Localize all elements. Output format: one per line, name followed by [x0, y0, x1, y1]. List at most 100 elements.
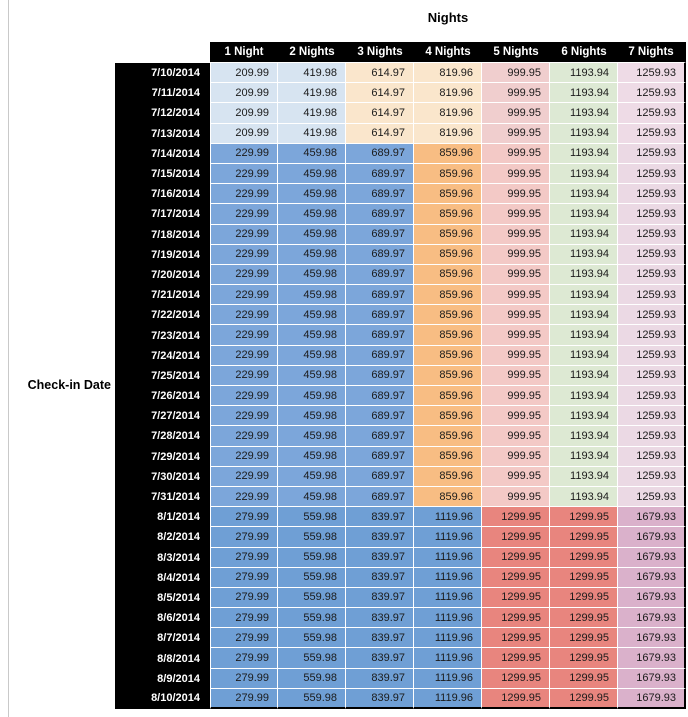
- price-cell: 229.99: [210, 285, 278, 306]
- price-cell: 689.97: [346, 244, 414, 265]
- row-header-date: 8/4/2014: [115, 567, 210, 588]
- price-cell: 1259.93: [618, 83, 686, 104]
- price-cell: 1193.94: [550, 103, 618, 124]
- row-header-date: 7/16/2014: [115, 184, 210, 205]
- row-header-date: 8/9/2014: [115, 668, 210, 689]
- row-header-date: 7/19/2014: [115, 244, 210, 265]
- price-cell: 559.98: [278, 608, 346, 629]
- price-cell: 689.97: [346, 224, 414, 245]
- price-cell: 1193.94: [550, 83, 618, 104]
- price-cell: 1299.95: [550, 648, 618, 669]
- price-cell: 1259.93: [618, 426, 686, 447]
- price-cell: 559.98: [278, 547, 346, 568]
- price-cell: 279.99: [210, 688, 278, 709]
- price-cell: 1299.95: [482, 608, 550, 629]
- price-cell: 1119.96: [414, 628, 482, 649]
- row-header-date: 7/21/2014: [115, 285, 210, 306]
- table-title: Nights: [427, 10, 469, 25]
- price-cell: 1259.93: [618, 386, 686, 407]
- price-cell: 689.97: [346, 446, 414, 467]
- price-cell: 1299.95: [550, 547, 618, 568]
- price-cell: 1119.96: [414, 567, 482, 588]
- price-cell: 999.95: [482, 325, 550, 346]
- table-row: 8/8/2014 279.99 559.98 839.97 1119.96 1299.95…: [115, 648, 686, 669]
- row-header-date: 7/26/2014: [115, 386, 210, 407]
- row-header-date: 7/18/2014: [115, 224, 210, 245]
- price-cell: 859.96: [414, 184, 482, 205]
- price-cell: 1259.93: [618, 446, 686, 467]
- price-cell: 1679.93: [618, 608, 686, 629]
- price-cell: 839.97: [346, 567, 414, 588]
- price-cell: 1193.94: [550, 426, 618, 447]
- row-header-date: 7/11/2014: [115, 83, 210, 104]
- table-header: 1 Night 2 Nights 3 Nights 4 Nights 5 Nights 6…: [115, 42, 686, 63]
- price-cell: 229.99: [210, 446, 278, 467]
- price-cell: 614.97: [346, 103, 414, 124]
- price-cell: 459.98: [278, 345, 346, 366]
- table-row: 7/13/2014 209.99 419.98 614.97 819.96 999.95 1…: [115, 123, 686, 144]
- row-header-date: 7/15/2014: [115, 163, 210, 185]
- price-cell: 1259.93: [618, 103, 686, 124]
- price-cell: 1299.95: [482, 547, 550, 568]
- price-cell: 999.95: [482, 406, 550, 427]
- row-header-date: 8/6/2014: [115, 608, 210, 629]
- price-cell: 999.95: [482, 426, 550, 447]
- row-axis-label: Check-in Date: [27, 378, 111, 392]
- price-cell: 859.96: [414, 285, 482, 306]
- price-cell: 859.96: [414, 486, 482, 508]
- row-header-date: 7/23/2014: [115, 325, 210, 346]
- price-cell: 819.96: [414, 103, 482, 124]
- price-cell: 819.96: [414, 63, 482, 84]
- table-row: 7/19/2014 229.99 459.98 689.97 859.96 999.95 1…: [115, 244, 686, 265]
- price-cell: 839.97: [346, 648, 414, 669]
- price-cell: 859.96: [414, 446, 482, 467]
- table-row: 8/9/2014 279.99 559.98 839.97 1119.96 1299.95…: [115, 668, 686, 689]
- price-cell: 859.96: [414, 224, 482, 245]
- column-header: 7 Nights: [618, 42, 686, 63]
- price-cell: 1119.96: [414, 688, 482, 709]
- price-cell: 689.97: [346, 345, 414, 366]
- price-cell: 689.97: [346, 325, 414, 346]
- price-cell: 1299.95: [550, 668, 618, 689]
- table-row: 7/28/2014 229.99 459.98 689.97 859.96 999.95 1…: [115, 426, 686, 447]
- price-cell: 459.98: [278, 446, 346, 467]
- price-cell: 859.96: [414, 264, 482, 286]
- price-cell: 859.96: [414, 204, 482, 225]
- price-cell: 859.96: [414, 244, 482, 265]
- price-cell: 1679.93: [618, 688, 686, 709]
- price-cell: 859.96: [414, 386, 482, 407]
- column-header: 6 Nights: [550, 42, 618, 63]
- price-cell: 209.99: [210, 63, 278, 84]
- price-cell: 459.98: [278, 204, 346, 225]
- table-row: 8/2/2014 279.99 559.98 839.97 1119.96 1299.95…: [115, 527, 686, 548]
- price-cell: 839.97: [346, 628, 414, 649]
- price-cell: 999.95: [482, 285, 550, 306]
- price-cell: 1299.95: [550, 587, 618, 609]
- price-cell: 859.96: [414, 365, 482, 386]
- table-row: 7/27/2014 229.99 459.98 689.97 859.96 999.95 1…: [115, 406, 686, 427]
- price-cell: 229.99: [210, 305, 278, 326]
- price-cell: 279.99: [210, 668, 278, 689]
- column-header: 4 Nights: [414, 42, 482, 63]
- price-cell: 459.98: [278, 264, 346, 286]
- price-cell: 1679.93: [618, 648, 686, 669]
- table-row: 8/1/2014 279.99 559.98 839.97 1119.96 1299.95…: [115, 507, 686, 528]
- table-row: 7/12/2014 209.99 419.98 614.97 819.96 999.95 1…: [115, 103, 686, 124]
- row-header-date: 8/2/2014: [115, 527, 210, 548]
- price-cell: 999.95: [482, 365, 550, 386]
- table-row: 8/7/2014 279.99 559.98 839.97 1119.96 1299.95…: [115, 628, 686, 649]
- price-cell: 1193.94: [550, 204, 618, 225]
- price-cell: 999.95: [482, 63, 550, 84]
- price-cell: 1193.94: [550, 406, 618, 427]
- price-cell: 689.97: [346, 264, 414, 286]
- price-cell: 859.96: [414, 163, 482, 185]
- price-cell: 999.95: [482, 224, 550, 245]
- price-cell: 209.99: [210, 103, 278, 124]
- price-cell: 459.98: [278, 406, 346, 427]
- price-cell: 999.95: [482, 446, 550, 467]
- price-cell: 999.95: [482, 143, 550, 164]
- price-cell: 1259.93: [618, 224, 686, 245]
- price-cell: 999.95: [482, 466, 550, 487]
- price-cell: 559.98: [278, 628, 346, 649]
- price-cell: 1193.94: [550, 386, 618, 407]
